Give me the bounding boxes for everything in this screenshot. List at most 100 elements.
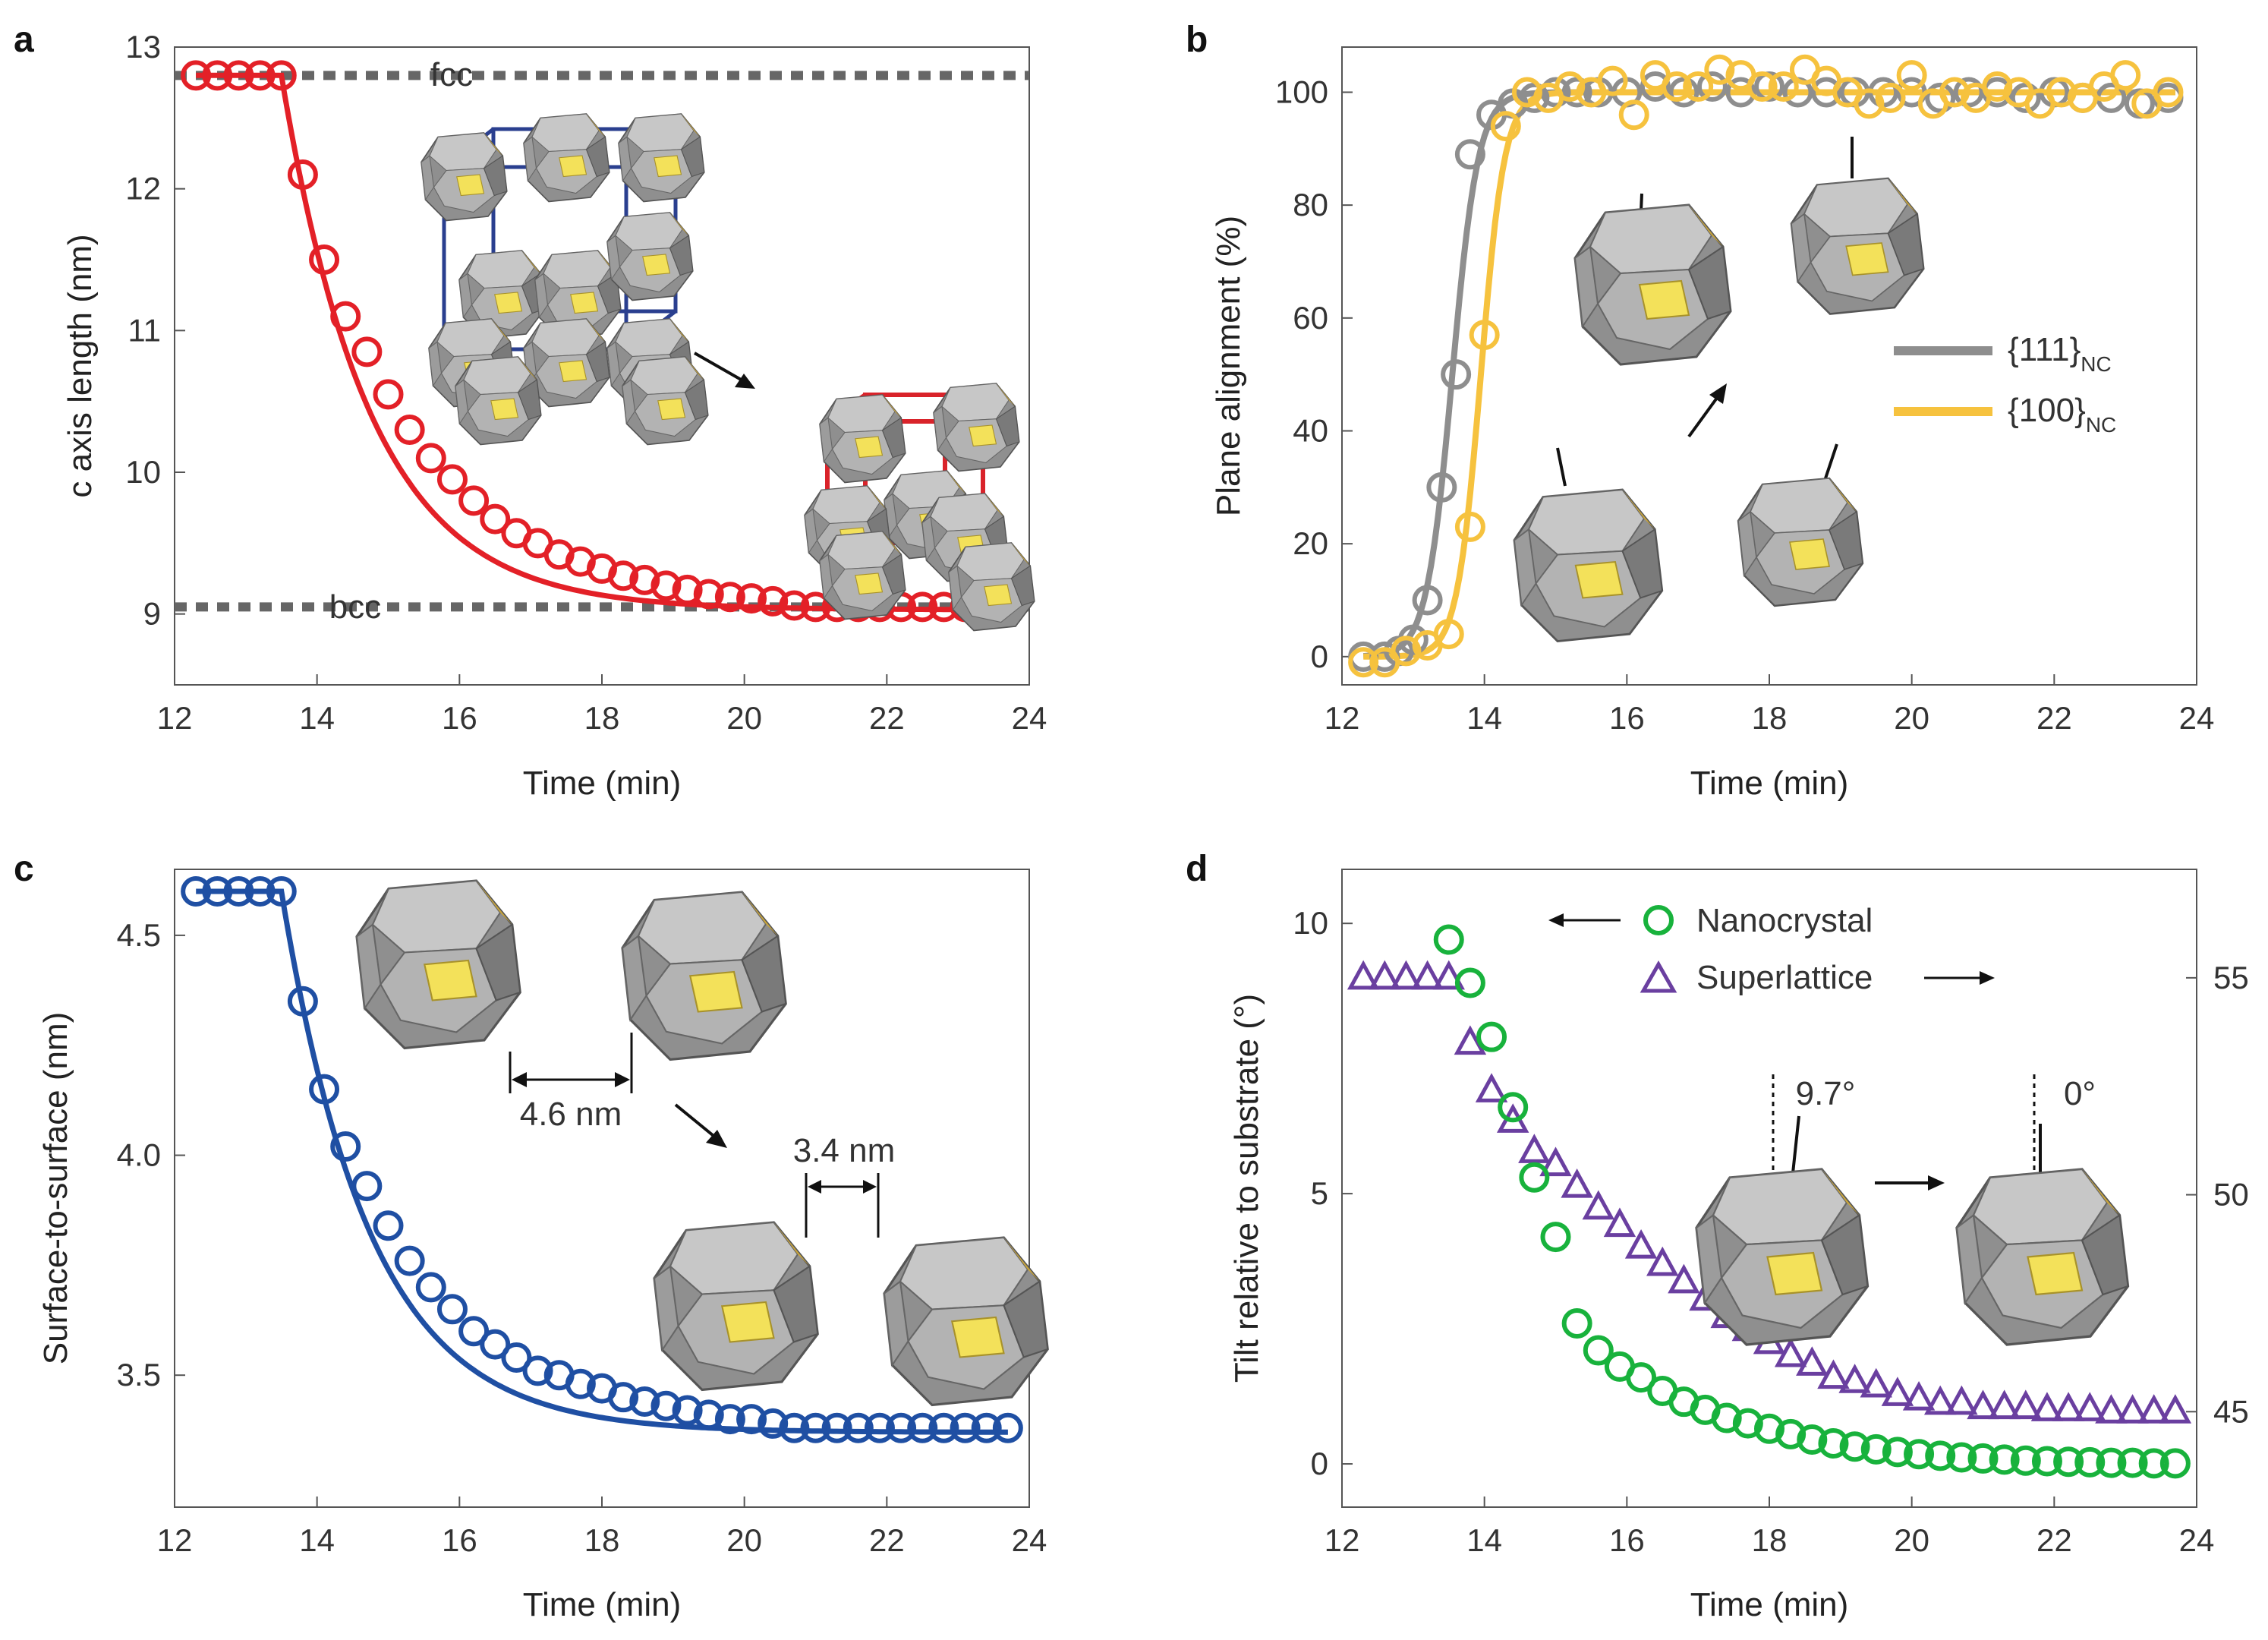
x-axis-label-a: Time (min) bbox=[523, 765, 682, 802]
data-point bbox=[1732, 1408, 1763, 1439]
tilt-angle-label-2: 0° bbox=[2064, 1075, 2096, 1112]
data-point bbox=[736, 1404, 767, 1435]
data-points-b bbox=[1348, 54, 2184, 678]
y-tick-label: 80 bbox=[1293, 187, 1328, 222]
data-point bbox=[1818, 1428, 1849, 1459]
nanocrystal-pair-icon bbox=[621, 891, 787, 1061]
data-point bbox=[843, 1412, 874, 1443]
data-point bbox=[1624, 1228, 1658, 1259]
y-tick-label: 11 bbox=[128, 312, 161, 348]
data-point bbox=[907, 591, 938, 623]
data-point bbox=[287, 986, 318, 1017]
data-point bbox=[1925, 82, 1956, 113]
data-point bbox=[950, 1412, 981, 1443]
data-point bbox=[1348, 647, 1379, 678]
bcc-label: bcc bbox=[329, 588, 381, 626]
data-point bbox=[1775, 1418, 1807, 1449]
data-point bbox=[223, 875, 254, 907]
data-point bbox=[2031, 1446, 2062, 1477]
data-point bbox=[2159, 1448, 2191, 1479]
data-point bbox=[2116, 1394, 2149, 1424]
data-point bbox=[2046, 77, 2077, 108]
x-ticks-d: 12 14 16 18 20 22 24 bbox=[1325, 1496, 2215, 1558]
truncated-octahedron-icon bbox=[455, 356, 542, 446]
upright-nanocrystal-icon bbox=[1955, 1168, 2130, 1346]
data-point bbox=[1582, 1190, 1615, 1220]
data-point bbox=[2010, 82, 2041, 113]
data-point bbox=[608, 560, 639, 591]
x-tick-label: 12 bbox=[1325, 1522, 1360, 1558]
x-tick-label: 24 bbox=[2179, 1522, 2215, 1558]
data-points-c bbox=[181, 875, 1023, 1443]
panel-b: b 0 20 40 60 80 100 12 14 16 18 20 22 24 Time (min)… bbox=[1186, 20, 2214, 802]
x-tick-label: 18 bbox=[1752, 1522, 1788, 1558]
data-point bbox=[223, 60, 254, 91]
tilted-nanocrystal-icon bbox=[1737, 477, 1864, 607]
x-tick-label: 16 bbox=[442, 700, 477, 736]
data-point bbox=[1561, 1307, 1592, 1339]
truncated-octahedron-icon bbox=[421, 132, 508, 222]
truncated-octahedron-icon bbox=[622, 356, 709, 446]
legend-label-100: {100}NC bbox=[2008, 392, 2116, 437]
x-tick-label: 20 bbox=[1894, 700, 1929, 736]
y2-ticks-d: 45 50 55 bbox=[2186, 960, 2249, 1429]
data-point bbox=[522, 1355, 553, 1386]
data-point bbox=[608, 1382, 639, 1413]
data-point bbox=[693, 1399, 724, 1430]
data-point bbox=[565, 1368, 596, 1399]
data-point bbox=[1953, 77, 1984, 108]
x-tick-label: 22 bbox=[2036, 1522, 2072, 1558]
data-point bbox=[1441, 359, 1472, 390]
y-axis-label-d: Tilt relative to substrate (°) bbox=[1228, 994, 1265, 1383]
data-point bbox=[373, 379, 404, 410]
data-point bbox=[2010, 1445, 2041, 1476]
data-point bbox=[330, 301, 361, 332]
data-point bbox=[1433, 619, 1464, 650]
data-point bbox=[1454, 139, 1485, 170]
data-point bbox=[1683, 71, 1714, 102]
data-point bbox=[1982, 71, 2013, 102]
panel-c: c 3.5 4.0 4.5 12 14 16 18 20 22 24 Time (min) Su… bbox=[14, 849, 1049, 1623]
legend-marker-nanocrystal bbox=[1643, 905, 1674, 935]
data-point bbox=[266, 60, 297, 91]
data-point bbox=[351, 336, 383, 367]
fcc-lattice-illustration bbox=[421, 113, 709, 446]
legend-label-superlattice: Superlattice bbox=[1696, 959, 1873, 996]
x-tick-label: 14 bbox=[1466, 700, 1502, 736]
x-tick-label: 14 bbox=[299, 700, 335, 736]
x-tick-label: 18 bbox=[1752, 700, 1788, 736]
x-tick-label: 12 bbox=[1325, 700, 1360, 736]
x-tick-label: 20 bbox=[726, 700, 762, 736]
data-point bbox=[1391, 636, 1422, 667]
data-point bbox=[415, 1272, 446, 1303]
legend-d: Nanocrystal Superlattice bbox=[1548, 902, 1995, 996]
data-point bbox=[1945, 1385, 1978, 1415]
y-tick-label: 60 bbox=[1293, 300, 1328, 336]
data-point bbox=[1426, 472, 1457, 503]
y-tick-label: 0 bbox=[1311, 1446, 1328, 1481]
data-point bbox=[1989, 1444, 2020, 1475]
data-point bbox=[1390, 960, 1422, 990]
data-point bbox=[1518, 1134, 1551, 1163]
y-tick-label: 12 bbox=[125, 171, 161, 207]
data-point bbox=[1519, 1162, 1550, 1193]
data-point bbox=[1774, 1337, 1807, 1367]
data-point bbox=[2110, 60, 2141, 91]
data-point bbox=[2117, 1447, 2148, 1478]
y-tick-label: 9 bbox=[143, 596, 161, 632]
data-point bbox=[1411, 960, 1444, 990]
data-point bbox=[1881, 1377, 1914, 1406]
data-point bbox=[181, 875, 212, 907]
x-tick-label: 20 bbox=[1894, 1522, 1929, 1558]
y2-tick-label: 55 bbox=[2213, 960, 2249, 995]
y-tick-label: 20 bbox=[1293, 525, 1328, 561]
data-point bbox=[1597, 65, 1628, 96]
panel-letter-a: a bbox=[14, 20, 34, 60]
data-point bbox=[1839, 1431, 1870, 1462]
data-point bbox=[1626, 1362, 1657, 1393]
data-point bbox=[1711, 1402, 1742, 1433]
data-point bbox=[672, 1395, 703, 1426]
aligned-nanocrystal-icon bbox=[1790, 177, 1925, 315]
